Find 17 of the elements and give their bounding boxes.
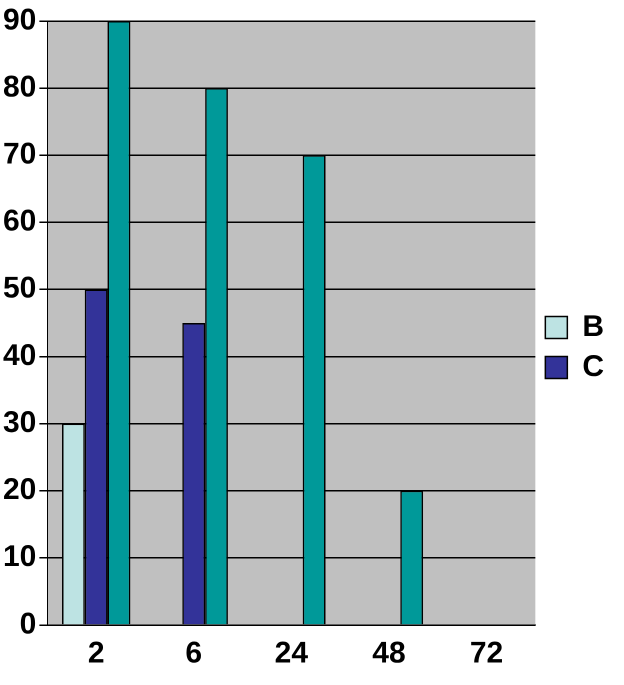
legend-label: C <box>582 350 604 383</box>
y-tick-label: 40 <box>2 338 36 372</box>
legend-label: B <box>582 310 604 343</box>
x-tick-label: 6 <box>185 636 202 670</box>
x-tick-label: 72 <box>470 636 504 670</box>
y-tick-label: 80 <box>2 70 36 104</box>
y-tick-label: 90 <box>2 3 36 36</box>
y-tick-label: 50 <box>2 272 36 305</box>
y-tick-label: 30 <box>2 406 36 439</box>
y-tick-label: 10 <box>2 540 36 574</box>
y-tick-label: 60 <box>2 204 36 238</box>
y-tick-label: 20 <box>2 473 36 506</box>
y-tick-label: 0 <box>20 607 36 640</box>
x-tick-label: 24 <box>274 636 308 670</box>
x-tick-label: 2 <box>88 636 105 670</box>
x-tick-label: 48 <box>372 636 406 670</box>
y-tick-label: 70 <box>2 137 36 170</box>
